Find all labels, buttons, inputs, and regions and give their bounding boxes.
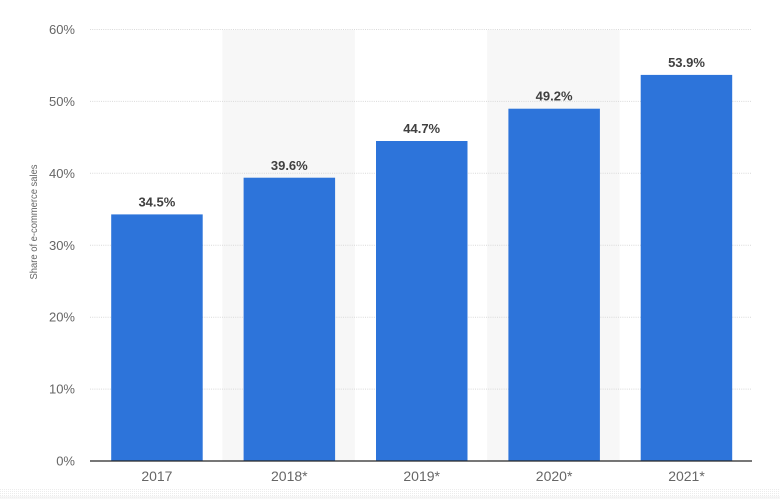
svg-text:53.9%: 53.9% bbox=[668, 55, 705, 70]
svg-text:2019*: 2019* bbox=[403, 468, 440, 484]
svg-text:2018*: 2018* bbox=[271, 468, 308, 484]
svg-text:10%: 10% bbox=[49, 382, 75, 397]
svg-text:39.6%: 39.6% bbox=[271, 158, 308, 173]
svg-text:0%: 0% bbox=[56, 454, 75, 469]
svg-text:34.5%: 34.5% bbox=[138, 195, 175, 210]
svg-text:2020*: 2020* bbox=[536, 468, 573, 484]
svg-text:20%: 20% bbox=[49, 310, 75, 325]
svg-text:2021*: 2021* bbox=[668, 468, 705, 484]
svg-text:49.2%: 49.2% bbox=[536, 89, 573, 104]
svg-text:2017: 2017 bbox=[141, 468, 172, 484]
svg-text:50%: 50% bbox=[49, 94, 75, 109]
svg-text:60%: 60% bbox=[49, 22, 75, 37]
svg-text:Share of e-commerce sales: Share of e-commerce sales bbox=[28, 165, 40, 280]
svg-text:30%: 30% bbox=[49, 238, 75, 253]
svg-text:44.7%: 44.7% bbox=[403, 121, 440, 136]
svg-text:40%: 40% bbox=[49, 166, 75, 181]
